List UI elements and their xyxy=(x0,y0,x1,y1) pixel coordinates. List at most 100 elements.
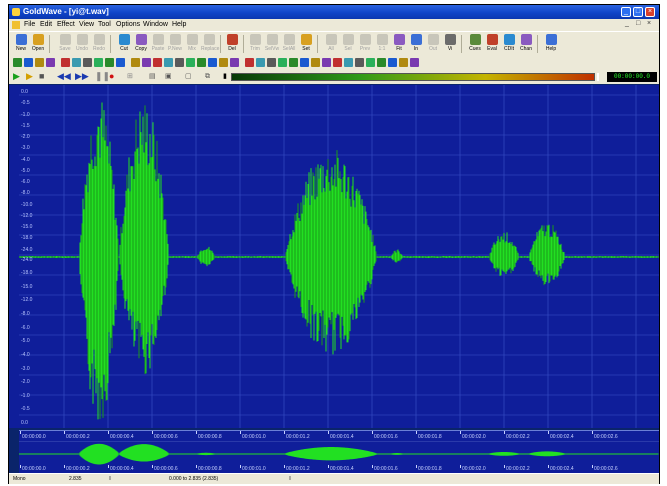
trim-button[interactable]: Trim xyxy=(247,33,263,55)
vi-button[interactable]: Vi xyxy=(442,33,458,55)
play-icon[interactable]: ▶ xyxy=(13,71,20,81)
effect-tool-icon[interactable] xyxy=(61,58,70,67)
effect-tool-icon[interactable] xyxy=(311,58,320,67)
rewind-icon[interactable]: ◀◀ xyxy=(57,71,71,81)
prev-button[interactable]: Prev xyxy=(357,33,373,55)
replace-button[interactable]: Replace xyxy=(201,33,219,55)
volume-slider[interactable]: ▮ xyxy=(223,73,227,80)
redo-button[interactable]: Redo xyxy=(91,33,107,55)
effect-tool-icon[interactable] xyxy=(13,58,22,67)
play-selection-icon[interactable]: ▶ xyxy=(26,71,33,81)
in-button[interactable]: In xyxy=(408,33,424,55)
undo-button[interactable]: Undo xyxy=(74,33,90,55)
overview-graph[interactable] xyxy=(18,442,659,466)
effect-tool-icon[interactable] xyxy=(72,58,81,67)
window-icon[interactable]: ▢ xyxy=(185,73,192,80)
mdi-minimize-button[interactable]: _ xyxy=(625,20,629,27)
effect-tool-icon[interactable] xyxy=(399,58,408,67)
level-marker[interactable] xyxy=(597,73,599,81)
effect-tool-icon[interactable] xyxy=(289,58,298,67)
properties-icon[interactable]: ⧉ xyxy=(205,73,210,80)
effect-tool-icon[interactable] xyxy=(175,58,184,67)
stop-icon[interactable]: ■ xyxy=(39,71,45,81)
effect-tool-icon[interactable] xyxy=(35,58,44,67)
effect-tool-icon[interactable] xyxy=(230,58,239,67)
effect-tool-icon[interactable] xyxy=(94,58,103,67)
effect-tool-icon[interactable] xyxy=(333,58,342,67)
effect-tool-icon[interactable] xyxy=(267,58,276,67)
1-1-button[interactable]: 1:1 xyxy=(374,33,390,55)
menu-tool[interactable]: Tool xyxy=(98,21,111,28)
menu-effect[interactable]: Effect xyxy=(57,21,75,28)
set-button[interactable]: Set xyxy=(298,33,314,55)
effect-tool-icon[interactable] xyxy=(366,58,375,67)
effect-tool-icon[interactable] xyxy=(46,58,55,67)
effect-tool-icon[interactable] xyxy=(142,58,151,67)
out-button[interactable]: Out xyxy=(425,33,441,55)
effect-tool-icon[interactable] xyxy=(388,58,397,67)
cues-button[interactable]: Cues xyxy=(467,33,483,55)
fit-button[interactable]: Fit xyxy=(391,33,407,55)
selall-button[interactable]: SelAll xyxy=(281,33,297,55)
effect-tool-icon[interactable] xyxy=(186,58,195,67)
record-icon[interactable]: ● xyxy=(109,71,115,81)
document-icon[interactable] xyxy=(12,21,20,29)
effect-tool-icon[interactable] xyxy=(245,58,254,67)
effect-tool-icon[interactable] xyxy=(83,58,92,67)
menu-view[interactable]: View xyxy=(79,21,95,28)
title-bar[interactable]: GoldWave - [yi@t.wav] _ □ × xyxy=(9,5,659,19)
waveform-view[interactable]: 0.0 -0.5 -1.0 -1.5 -2.0 -3.0 -4.0 -5.0 -6.0 -8.0 -… xyxy=(19,85,659,428)
del-button[interactable]: Del xyxy=(224,33,240,55)
device-controls-icon[interactable]: ▣ xyxy=(165,73,172,80)
effect-tool-icon[interactable] xyxy=(164,58,173,67)
mdi-restore-button[interactable]: □ xyxy=(636,20,641,27)
effect-tool-icon[interactable] xyxy=(131,58,140,67)
selvw-button[interactable]: SelVw xyxy=(264,33,280,55)
loop-icon[interactable]: ⊞ xyxy=(127,73,133,80)
timeline-ruler[interactable]: 00:00:00.0 00:00:00.2 00:00:00.4 00:00:00.6… xyxy=(19,430,659,441)
menu-window[interactable]: Window xyxy=(143,21,168,28)
menu-edit[interactable]: Edit xyxy=(40,21,53,28)
close-button[interactable]: × xyxy=(645,7,655,17)
effect-tool-icon[interactable] xyxy=(377,58,386,67)
eval-button[interactable]: Eval xyxy=(484,33,500,55)
chan-button[interactable]: Chan xyxy=(518,33,534,55)
pause-icon[interactable]: ❚❚ xyxy=(95,71,111,81)
p-new-button[interactable]: P.New xyxy=(167,33,183,55)
menu-file[interactable]: File xyxy=(24,21,36,28)
maximize-button[interactable]: □ xyxy=(633,7,643,17)
help-button[interactable]: Help xyxy=(543,33,559,55)
effect-tool-icon[interactable] xyxy=(278,58,287,67)
cdit-button[interactable]: CDIt xyxy=(501,33,517,55)
waveform-graph[interactable] xyxy=(19,85,659,428)
effect-tool-icon[interactable] xyxy=(344,58,353,67)
mdi-close-button[interactable]: × xyxy=(647,20,652,27)
menu-help[interactable]: Help xyxy=(172,21,187,28)
copy-button[interactable]: Copy xyxy=(133,33,149,55)
cut-button[interactable]: Cut xyxy=(116,33,132,55)
mix-button[interactable]: Mix xyxy=(184,33,200,55)
new-button[interactable]: New xyxy=(13,33,29,55)
open-button[interactable]: Open xyxy=(30,33,46,55)
paste-button[interactable]: Paste xyxy=(150,33,166,55)
effect-tool-icon[interactable] xyxy=(197,58,206,67)
effect-tool-icon[interactable] xyxy=(153,58,162,67)
effect-tool-icon[interactable] xyxy=(105,58,114,67)
effect-tool-icon[interactable] xyxy=(355,58,364,67)
save-button[interactable]: Save xyxy=(57,33,73,55)
effect-tool-icon[interactable] xyxy=(116,58,125,67)
fast-forward-icon[interactable]: ▶▶ xyxy=(75,71,89,81)
effect-tool-icon[interactable] xyxy=(322,58,331,67)
menu-options[interactable]: Options xyxy=(116,21,141,28)
overview-waveform[interactable] xyxy=(18,441,659,466)
sel-button[interactable]: Sel xyxy=(340,33,356,55)
all-button[interactable]: All xyxy=(323,33,339,55)
effect-tool-icon[interactable] xyxy=(300,58,309,67)
effect-tool-icon[interactable] xyxy=(219,58,228,67)
effect-tool-icon[interactable] xyxy=(410,58,419,67)
record-settings-icon[interactable]: ▤ xyxy=(149,73,156,80)
effect-tool-icon[interactable] xyxy=(208,58,217,67)
minimize-button[interactable]: _ xyxy=(621,7,631,17)
effect-tool-icon[interactable] xyxy=(256,58,265,67)
effect-tool-icon[interactable] xyxy=(24,58,33,67)
